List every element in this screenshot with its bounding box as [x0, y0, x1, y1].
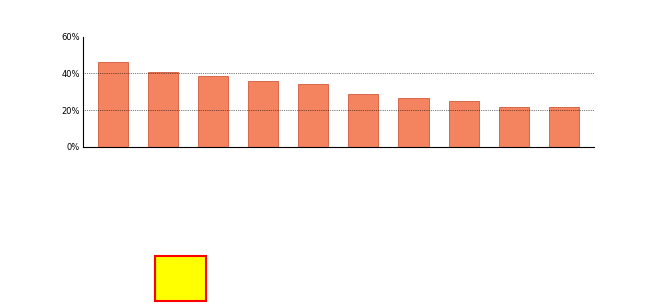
Bar [98, 62, 127, 147]
Bar [399, 98, 428, 147]
Bar [348, 94, 378, 147]
Bar [449, 101, 478, 147]
Bar [248, 81, 278, 147]
Bar [499, 107, 529, 147]
Bar [148, 72, 178, 147]
Bar [298, 84, 328, 147]
Bar [549, 107, 579, 147]
Bar [198, 76, 228, 147]
